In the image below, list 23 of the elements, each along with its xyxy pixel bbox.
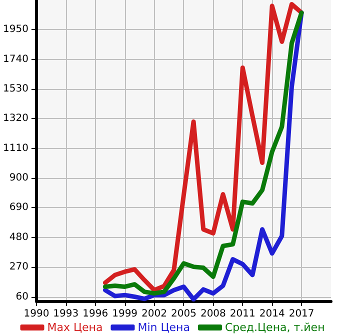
y-tick-label: 1530 xyxy=(2,84,28,95)
x-tick-label: 2014 xyxy=(259,308,285,320)
x-tick-label: 1996 xyxy=(82,308,108,320)
y-tick-label: 690 xyxy=(9,202,28,214)
x-tick-label: 2002 xyxy=(142,308,167,320)
legend-label: Min Цена xyxy=(138,321,190,334)
x-tick-label: 2017 xyxy=(288,308,314,320)
y-tick-label: 900 xyxy=(9,172,28,184)
x-tick-label: 2008 xyxy=(200,308,226,320)
y-tick-label: 1320 xyxy=(2,113,28,124)
legend-label: Max Цена xyxy=(47,321,103,334)
y-tick-label: 1950 xyxy=(2,24,28,36)
x-tick-label: 2011 xyxy=(230,308,256,320)
y-tick-label: 60 xyxy=(16,291,28,302)
y-tick-label: 270 xyxy=(9,262,28,273)
x-tick-label: 1990 xyxy=(24,308,50,320)
x-tick-label: 1999 xyxy=(112,308,138,320)
y-tick-label: 480 xyxy=(9,232,28,243)
x-tick-label: 1993 xyxy=(53,308,79,320)
y-tick-label: 1740 xyxy=(2,54,28,65)
y-tick-label: 1110 xyxy=(2,142,28,154)
legend-label: Сред.Цена, т.йен xyxy=(224,321,325,334)
x-tick-label: 2005 xyxy=(171,308,196,320)
